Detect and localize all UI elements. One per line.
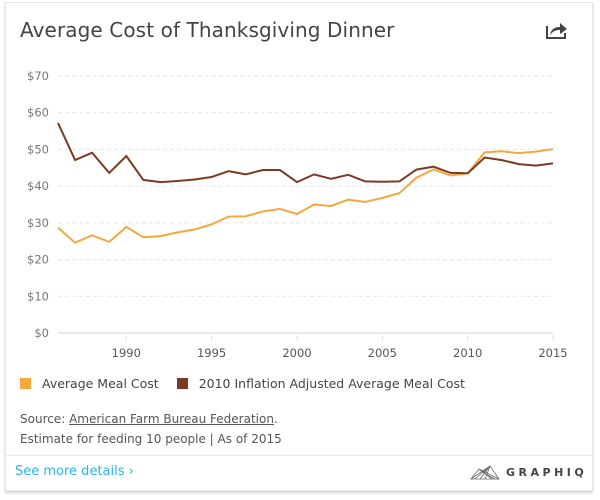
line-chart: $0 $10 $20 $30 $40 $50 $60 $70 1990 1995 2000 2005… — [27, 69, 568, 360]
source-suffix: . — [273, 412, 278, 426]
x-tick-label: 2000 — [282, 346, 311, 360]
legend-item-inflation-adjusted[interactable]: 2010 Inflation Adjusted Average Meal Cos… — [176, 376, 465, 391]
chart-title: Average Cost of Thanksgiving Dinner — [20, 18, 395, 42]
gridlines — [58, 75, 553, 334]
share-icon — [546, 23, 567, 39]
y-tick-label: $30 — [27, 216, 49, 230]
y-tick-label: $40 — [27, 179, 49, 193]
x-tick-label: 2015 — [538, 346, 567, 360]
y-tick-label: $50 — [27, 142, 49, 156]
y-tick-label: $10 — [27, 289, 49, 303]
source-link[interactable]: American Farm Bureau Federation — [69, 412, 274, 426]
source-note: Source: American Farm Bureau Federation.… — [20, 409, 282, 449]
legend-item-average[interactable]: Average Meal Cost — [20, 376, 159, 391]
legend-label-inflation-adjusted: 2010 Inflation Adjusted Average Meal Cos… — [198, 376, 465, 391]
graphiq-brand-text: GRAPHIQ — [506, 465, 588, 479]
graphiq-mountain-icon — [470, 465, 500, 480]
series-line-inflation-adjusted[interactable] — [57, 122, 554, 184]
x-axis: 1990 1995 2000 2005 2010 2015 — [112, 335, 568, 360]
legend: Average Meal Cost 2010 Inflation Adjuste… — [20, 376, 483, 391]
x-tick-label: 1995 — [197, 346, 226, 360]
y-tick-label: $70 — [27, 69, 49, 83]
legend-swatch-inflation-adjusted — [176, 378, 188, 389]
graphiq-logo[interactable]: GRAPHIQ — [470, 464, 587, 480]
y-tick-label: $20 — [27, 253, 49, 267]
series-lines — [57, 122, 554, 244]
y-tick-label: $60 — [27, 106, 49, 120]
legend-swatch-average — [20, 378, 31, 389]
source-prefix: Source: — [20, 412, 70, 426]
see-more-details-link[interactable]: See more details › — [15, 464, 134, 479]
legend-label-average: Average Meal Cost — [42, 376, 159, 391]
x-tick-label: 1990 — [112, 346, 141, 360]
footer-divider — [6, 455, 592, 456]
x-tick-label: 2010 — [453, 346, 482, 360]
share-button[interactable] — [545, 20, 569, 40]
source-estimate-note: Estimate for feeding 10 people | As of 2… — [20, 432, 282, 446]
chart-card — [5, 2, 593, 491]
x-tick-label: 2005 — [368, 346, 397, 360]
y-axis: $0 $10 $20 $30 $40 $50 $60 $70 — [27, 69, 49, 340]
y-tick-label: $0 — [34, 326, 49, 340]
